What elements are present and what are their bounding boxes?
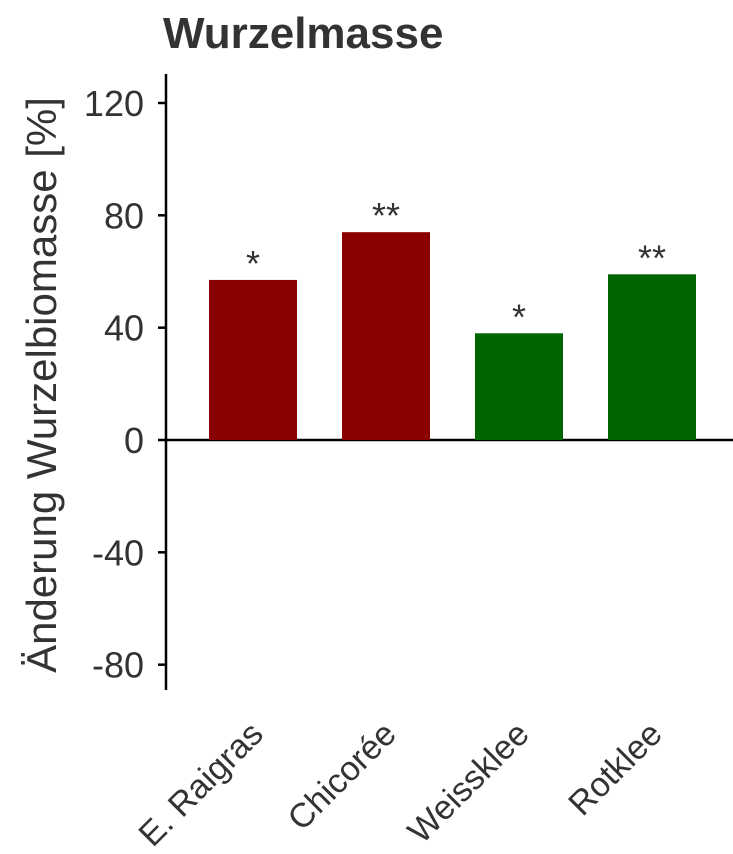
category-label: Chicorée: [281, 715, 404, 838]
significance-label: *: [512, 296, 526, 337]
bar: [475, 333, 563, 440]
category-label: E. Raigras: [132, 715, 271, 854]
y-tick-label: -80: [92, 645, 144, 686]
category-label: Weissklee: [401, 715, 537, 851]
significance-label: **: [372, 195, 400, 236]
y-ticks: 120 80 40 0 -40 -80: [84, 83, 166, 686]
significance-label: **: [638, 237, 666, 278]
y-tick-label: -40: [92, 532, 144, 573]
chart-title: Wurzelmasse: [163, 9, 443, 58]
bar: [209, 279, 297, 440]
significance-labels: ******: [246, 195, 666, 337]
y-tick-label: 0: [124, 420, 144, 461]
y-tick-label: 40: [104, 308, 144, 349]
bar: [342, 232, 430, 440]
y-tick-label: 80: [104, 195, 144, 236]
significance-label: *: [246, 243, 260, 284]
category-label: Rotklee: [561, 715, 669, 823]
y-axis-label: Änderung Wurzelbiomasse [%]: [18, 97, 65, 673]
bars: [209, 232, 696, 440]
y-tick-label: 120: [84, 83, 144, 124]
bar: [608, 274, 696, 440]
